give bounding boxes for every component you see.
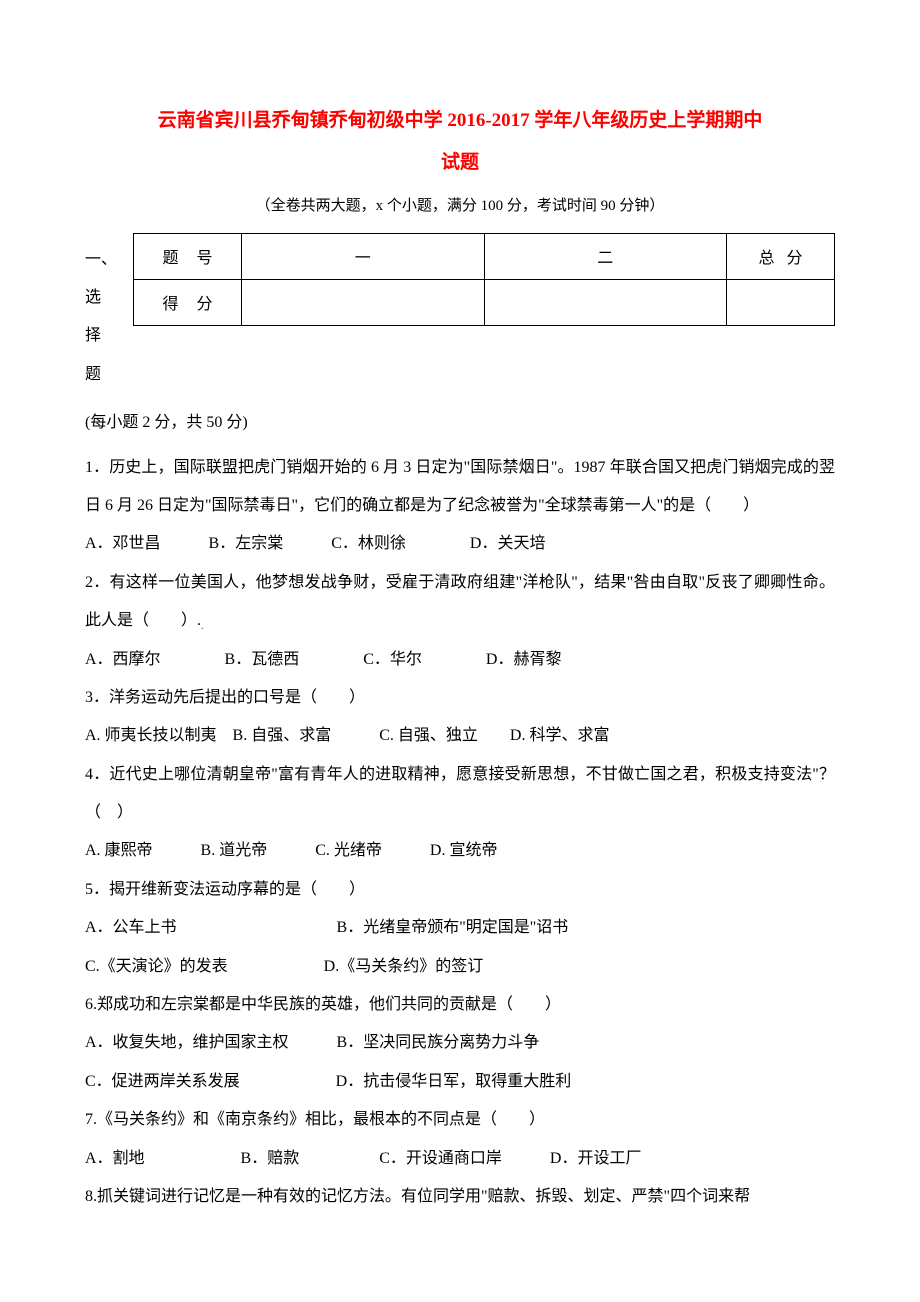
question-7-options: A．割地 B．赔款 C．开设通商口岸 D．开设工厂 bbox=[85, 1140, 835, 1178]
table-row: 得分 bbox=[134, 279, 835, 325]
question-1: 1．历史上，国际联盟把虎门销烟开始的 6 月 3 日定为"国际禁烟日"。1987… bbox=[85, 449, 835, 526]
document-title: 云南省宾川县乔甸镇乔甸初级中学 2016-2017 学年八年级历史上学期期中 试… bbox=[85, 100, 835, 184]
question-5: 5．揭开维新变法运动序幕的是（ ） bbox=[85, 871, 835, 909]
score-total bbox=[727, 279, 835, 325]
question-4-options: A. 康熙帝 B. 道光帝 C. 光绪帝 D. 宣统帝 bbox=[85, 832, 835, 870]
score-col-1 bbox=[242, 279, 485, 325]
score-label: 得分 bbox=[134, 279, 242, 325]
score-col-2 bbox=[484, 279, 727, 325]
question-4: 4．近代史上哪位清朝皇帝"富有青年人的进取精神，愿意接受新思想，不甘做亡国之君，… bbox=[85, 756, 835, 833]
table-row: 题号 一 二 总分 bbox=[134, 233, 835, 279]
question-7: 7.《马关条约》和《南京条约》相比，最根本的不同点是（ ） bbox=[85, 1101, 835, 1139]
question-5-options-line-2: C.《天演论》的发表 D.《马关条约》的签订 bbox=[85, 948, 835, 986]
question-6-options-line-2: C．促进两岸关系发展 D．抗击侵华日军，取得重大胜利 bbox=[85, 1063, 835, 1101]
question-2: 2．有这样一位美国人，他梦想发战争财，受雇于清政府组建"洋枪队"，结果"咎由自取… bbox=[85, 564, 835, 641]
header-label: 题号 bbox=[134, 233, 242, 279]
title-line-2: 试题 bbox=[441, 152, 479, 173]
question-6-options-line-1: A．收复失地，维护国家主权 B．坚决同民族分离势力斗争 bbox=[85, 1024, 835, 1062]
score-table-wrapper: 一、 选 择 题 题号 一 二 总分 得分 bbox=[85, 233, 835, 395]
header-col-1: 一 bbox=[242, 233, 485, 279]
question-5-options-line-1: A．公车上书 B．光绪皇帝颁布"明定国是"诏书 bbox=[85, 909, 835, 947]
question-1-options: A．邓世昌 B．左宗棠 C．林则徐 D．关天培 bbox=[85, 525, 835, 563]
question-3-options: A. 师夷长技以制夷 B. 自强、求富 C. 自强、独立 D. 科学、求富 bbox=[85, 717, 835, 755]
header-col-2: 二 bbox=[484, 233, 727, 279]
title-line-1: 云南省宾川县乔甸镇乔甸初级中学 2016-2017 学年八年级历史上学期期中 bbox=[158, 110, 763, 131]
header-total: 总分 bbox=[727, 233, 835, 279]
exam-subtitle: （全卷共两大题，x 个小题，满分 100 分，考试时间 90 分钟） bbox=[85, 194, 835, 215]
question-2-options: A．西摩尔 B．瓦德西 C．华尔 D．赫胥黎 bbox=[85, 641, 835, 679]
score-table: 题号 一 二 总分 得分 bbox=[133, 233, 835, 326]
question-6: 6.郑成功和左宗棠都是中华民族的英雄，他们共同的贡献是（ ） bbox=[85, 986, 835, 1024]
section-info: (每小题 2 分，共 50 分) bbox=[85, 404, 835, 442]
question-8: 8.抓关键词进行记忆是一种有效的记忆方法。有位同学用"赔款、拆毁、划定、严禁"四… bbox=[85, 1178, 835, 1216]
question-3: 3．洋务运动先后提出的口号是（ ） bbox=[85, 679, 835, 717]
questions-container: 1．历史上，国际联盟把虎门销烟开始的 6 月 3 日定为"国际禁烟日"。1987… bbox=[85, 449, 835, 1217]
section-one-label: 一、 选 择 题 bbox=[85, 233, 133, 395]
